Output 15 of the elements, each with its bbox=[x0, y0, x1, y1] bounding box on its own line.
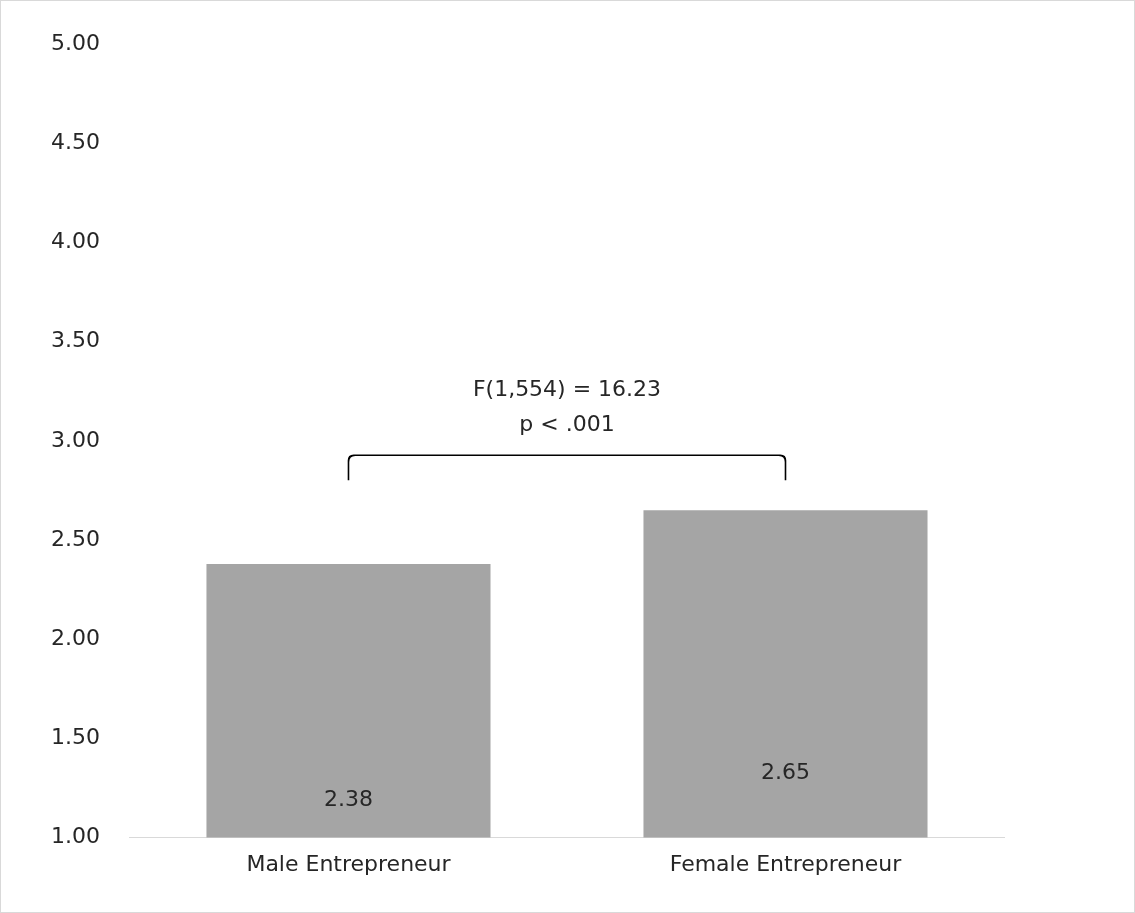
y-tick-label: 4.00 bbox=[51, 228, 100, 254]
y-tick-label: 3.00 bbox=[51, 426, 100, 452]
x-tick-label: Male Entrepreneur bbox=[246, 850, 452, 876]
y-tick-label: 1.00 bbox=[51, 823, 100, 849]
y-tick-label: 1.50 bbox=[51, 724, 100, 750]
annotation: F(1,554) = 16.23 bbox=[472, 376, 662, 402]
x-tick-label: Female Entrepreneur bbox=[669, 850, 903, 876]
data-label: 2.65 bbox=[761, 758, 810, 784]
y-tick-label: 5.00 bbox=[51, 29, 100, 55]
annotation: p < .001 bbox=[519, 411, 615, 437]
y-tick-label: 2.00 bbox=[51, 624, 100, 650]
y-tick-label: 4.50 bbox=[51, 129, 100, 155]
data-label: 2.38 bbox=[324, 785, 373, 811]
y-tick-label: 2.50 bbox=[51, 525, 100, 551]
y-tick-label: 3.50 bbox=[51, 327, 100, 353]
